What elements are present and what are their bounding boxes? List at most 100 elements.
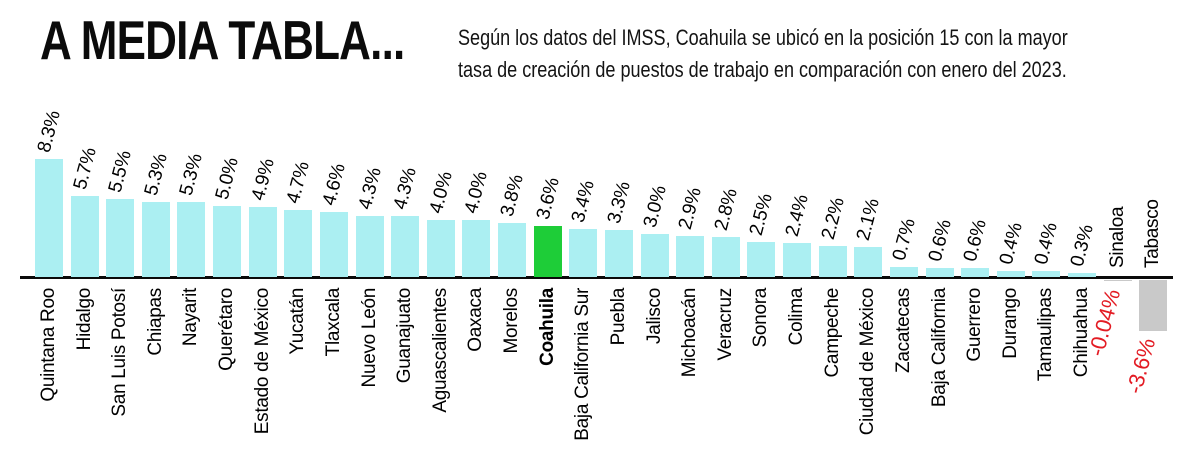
bar-nuevo-leon <box>355 215 384 277</box>
value-label-tamaulipas: 0.4% <box>1031 220 1063 268</box>
value-label-yucatan: 4.7% <box>283 159 315 206</box>
value-label-aguascalientes: 4.0% <box>425 169 457 216</box>
bar-guanajuato <box>391 215 420 277</box>
value-label-chiapas: 5.3% <box>140 151 172 198</box>
category-label-san-luis-potosi: San Luis Potosí <box>109 288 131 417</box>
category-label-guerrero: Guerrero <box>964 288 986 362</box>
category-label-baja-california: Baja California <box>928 288 950 408</box>
bar-ciudad-de-mexico <box>854 247 883 277</box>
bar-michoacan <box>676 235 705 277</box>
bar-morelos <box>498 223 527 277</box>
bar-chihuahua <box>1067 272 1096 277</box>
bar-baja-california-sur <box>569 228 598 277</box>
category-label-durango: Durango <box>999 288 1021 359</box>
value-label-ciudad-de-mexico: 2.1% <box>852 196 885 243</box>
bar-campeche <box>818 245 847 277</box>
value-label-nuevo-leon: 4.3% <box>354 165 386 212</box>
category-label-tabasco: Tabasco <box>1142 199 1164 268</box>
bar-nayarit <box>177 201 206 277</box>
chart-subtitle: Según los datos del IMSS, Coahuila se ub… <box>458 22 1163 86</box>
value-label-zacatecas: 0.7% <box>888 216 920 263</box>
value-label-queretaro: 5.0% <box>211 155 244 202</box>
category-label-quintana-roo: Quintana Roo <box>38 288 59 402</box>
category-label-tlaxcala: Tlaxcala <box>322 288 344 357</box>
bar-jalisco <box>640 234 669 277</box>
category-label-guanajuato: Guanajuato <box>394 288 416 384</box>
category-label-baja-california-sur: Baja California Sur <box>572 288 594 441</box>
bar-quintana-roo <box>35 159 63 277</box>
value-label-tabasco: -3.6% <box>1121 335 1161 396</box>
bar-tlaxcala <box>319 211 348 277</box>
category-label-campeche: Campeche <box>821 288 843 378</box>
bar-guerrero <box>961 268 990 277</box>
value-label-sonora: 2.5% <box>746 191 778 238</box>
bar-yucatan <box>284 210 313 277</box>
value-label-guanajuato: 4.3% <box>389 165 422 212</box>
bar-veracruz <box>711 237 740 277</box>
value-label-quintana-roo: 8.3% <box>33 108 65 155</box>
category-label-coahuila: Coahuila <box>536 288 558 366</box>
x-axis-line <box>20 276 1173 279</box>
category-label-tamaulipas: Tamaulipas <box>1035 288 1057 382</box>
bar-sinaloa <box>1103 279 1132 281</box>
bar-aguascalientes <box>426 220 455 277</box>
value-label-durango: 0.4% <box>995 220 1027 268</box>
bar-colima <box>783 242 812 277</box>
category-label-sonora: Sonora <box>750 288 772 348</box>
category-label-hidalgo: Hidalgo <box>73 288 95 351</box>
bar-oaxaca <box>462 220 491 277</box>
value-label-michoacan: 2.9% <box>674 185 707 232</box>
category-label-sinaloa: Sinaloa <box>1106 206 1128 268</box>
bar-hidalgo <box>70 196 99 277</box>
value-label-jalisco: 3.0% <box>639 184 671 231</box>
value-label-tlaxcala: 4.6% <box>318 161 350 208</box>
bar-durango <box>996 271 1025 277</box>
category-label-ciudad-de-mexico: Ciudad de México <box>857 288 879 436</box>
category-label-yucatan: Yucatán <box>287 288 309 355</box>
subtitle-line-2: tasa de creación de puestos de trabajo e… <box>458 57 1067 82</box>
bar-tamaulipas <box>1032 271 1061 277</box>
category-label-estado-de-mexico: Estado de México <box>251 288 273 435</box>
value-label-nayarit: 5.3% <box>176 151 208 198</box>
value-label-puebla: 3.3% <box>603 179 635 226</box>
value-label-baja-california-sur: 3.4% <box>568 178 600 225</box>
category-label-oaxaca: Oaxaca <box>465 288 487 352</box>
category-label-nayarit: Nayarit <box>180 288 202 347</box>
bar-san-luis-potosi <box>106 198 135 277</box>
category-label-chiapas: Chiapas <box>144 288 166 356</box>
page-title: A MEDIA TABLA... <box>40 9 405 71</box>
bar-tabasco <box>1139 279 1168 331</box>
bar-chiapas <box>141 201 170 277</box>
bar-zacatecas <box>889 267 918 277</box>
bar-sonora <box>747 241 776 277</box>
subtitle-line-1: Según los datos del IMSS, Coahuila se ub… <box>458 25 1068 50</box>
bar-estado-de-mexico <box>248 207 277 277</box>
category-label-zacatecas: Zacatecas <box>892 288 914 373</box>
value-label-veracruz: 2.8% <box>710 186 742 233</box>
category-label-veracruz: Veracruz <box>714 288 736 361</box>
value-label-morelos: 3.8% <box>496 172 528 219</box>
value-label-chihuahua: 0.3% <box>1066 222 1098 269</box>
value-label-campeche: 2.2% <box>817 195 849 242</box>
value-label-oaxaca: 4.0% <box>461 169 493 216</box>
value-label-guerrero: 0.6% <box>959 218 992 265</box>
value-label-hidalgo: 5.7% <box>69 145 101 192</box>
bar-coahuila <box>533 225 562 277</box>
value-label-baja-california: 0.6% <box>924 218 956 265</box>
value-label-colima: 2.4% <box>781 192 813 239</box>
category-label-colima: Colima <box>786 288 808 346</box>
category-label-aguascalientes: Aguascalientes <box>429 288 451 413</box>
category-label-jalisco: Jalisco <box>643 288 665 344</box>
value-label-coahuila: 3.6% <box>532 175 564 222</box>
category-label-michoacan: Michoacán <box>679 288 701 378</box>
category-label-queretaro: Querétaro <box>216 288 238 371</box>
bar-baja-california <box>925 268 954 277</box>
value-label-san-luis-potosi: 5.5% <box>104 148 137 195</box>
bar-queretaro <box>213 206 242 277</box>
bar-puebla <box>604 230 633 277</box>
category-label-morelos: Morelos <box>501 288 523 354</box>
category-label-nuevo-leon: Nuevo León <box>358 288 380 388</box>
category-label-puebla: Puebla <box>607 288 629 346</box>
value-label-estado-de-mexico: 4.9% <box>247 157 279 204</box>
